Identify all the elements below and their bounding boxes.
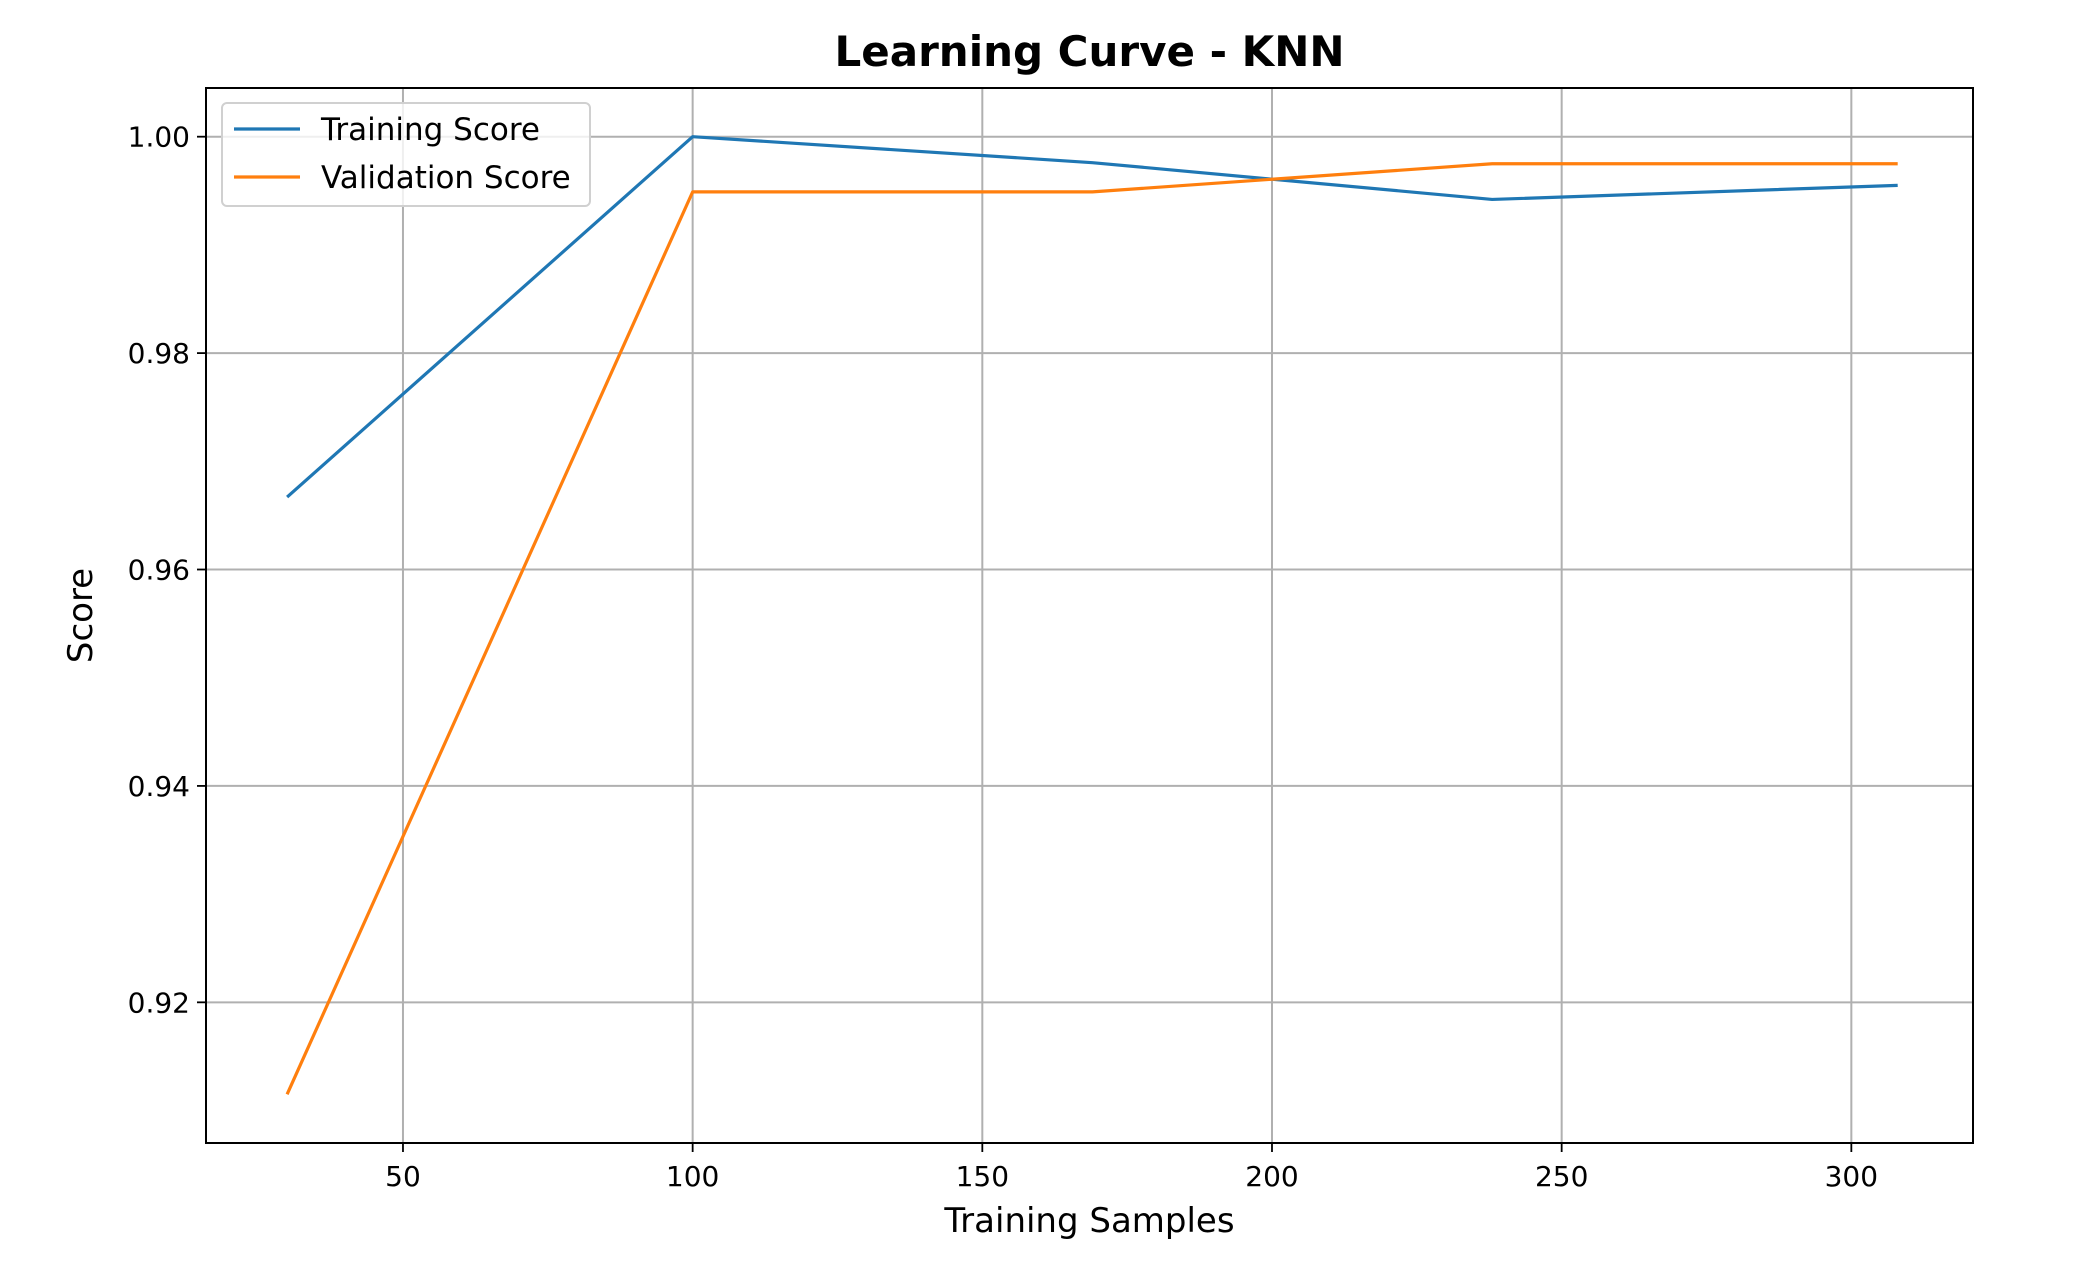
- validation-score-line: [285, 162, 1898, 1095]
- y-tick-label: 1.00: [128, 121, 190, 154]
- chart-title: Learning Curve - KNN: [834, 27, 1344, 76]
- y-tick-label: 0.96: [128, 554, 190, 587]
- y-tick-label: 0.98: [128, 337, 190, 370]
- x-tick-label: 200: [1245, 1160, 1298, 1193]
- x-tick-label: 250: [1535, 1160, 1588, 1193]
- x-tick-label: 150: [956, 1160, 1009, 1193]
- x-tick-label: 50: [385, 1160, 421, 1193]
- y-tick-label: 0.92: [128, 986, 190, 1019]
- validation-score-legend-label: Validation Score: [321, 160, 571, 196]
- axes-frame: [205, 87, 1974, 1144]
- x-tick-label: 100: [666, 1160, 719, 1193]
- legend-box: [221, 102, 591, 207]
- grid-layer: [206, 88, 1973, 1143]
- x-axis-label: Training Samples: [943, 1201, 1234, 1241]
- tick-layer: 50 100 150 200 250 300 0.92 0.94 0.96 0.98 1.00: [128, 121, 1878, 1193]
- training-score-line: [286, 135, 1898, 499]
- series-layer: [285, 135, 1898, 1095]
- training-score-legend-label: Training Score: [320, 112, 540, 148]
- x-tick-label: 300: [1825, 1160, 1878, 1193]
- legend: Training Score Validation Score: [221, 102, 591, 207]
- y-axis-label: Score: [61, 568, 101, 663]
- y-tick-label: 0.94: [128, 770, 190, 803]
